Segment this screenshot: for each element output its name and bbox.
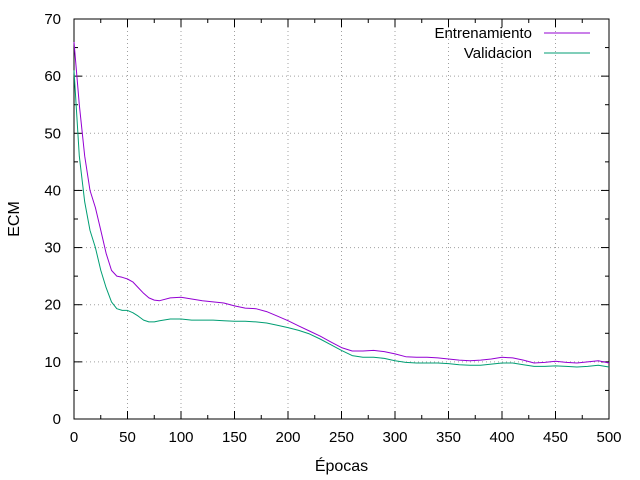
x-axis-title: Épocas [315,456,368,475]
series-lines [73,41,610,368]
y-tick-label: 30 [44,240,61,257]
y-tick-label: 60 [44,68,61,85]
y-tick-label: 10 [44,354,61,371]
x-tick-label: 0 [70,429,78,446]
y-tick-label: 40 [44,182,61,199]
y-tick-label: 20 [44,297,61,314]
x-tick-label: 100 [168,429,193,446]
legend: Entrenamiento Validacion [434,25,590,62]
y-tick-label: 50 [44,125,61,142]
series-line-entrenamiento [73,41,610,364]
axis-ticks: 0 50 100 150 200 250 300 350 400 450 500 0 10 20 30 40 5… [44,11,621,446]
x-tick-label: 200 [275,429,300,446]
y-tick-label: 70 [44,11,61,28]
x-tick-label: 500 [596,429,621,446]
x-tick-label: 300 [382,429,407,446]
x-tick-label: 450 [543,429,568,446]
x-tick-label: 250 [329,429,354,446]
series-line-validacion [73,70,610,368]
x-tick-label: 400 [489,429,514,446]
x-tick-label: 50 [119,429,136,446]
y-axis-title: ECM [6,201,23,237]
y-tick-label: 0 [53,411,61,428]
x-tick-label: 150 [222,429,247,446]
grid [74,19,609,419]
legend-label-entrenamiento: Entrenamiento [434,25,532,42]
x-tick-label: 350 [436,429,461,446]
legend-label-validacion: Validacion [464,45,532,62]
